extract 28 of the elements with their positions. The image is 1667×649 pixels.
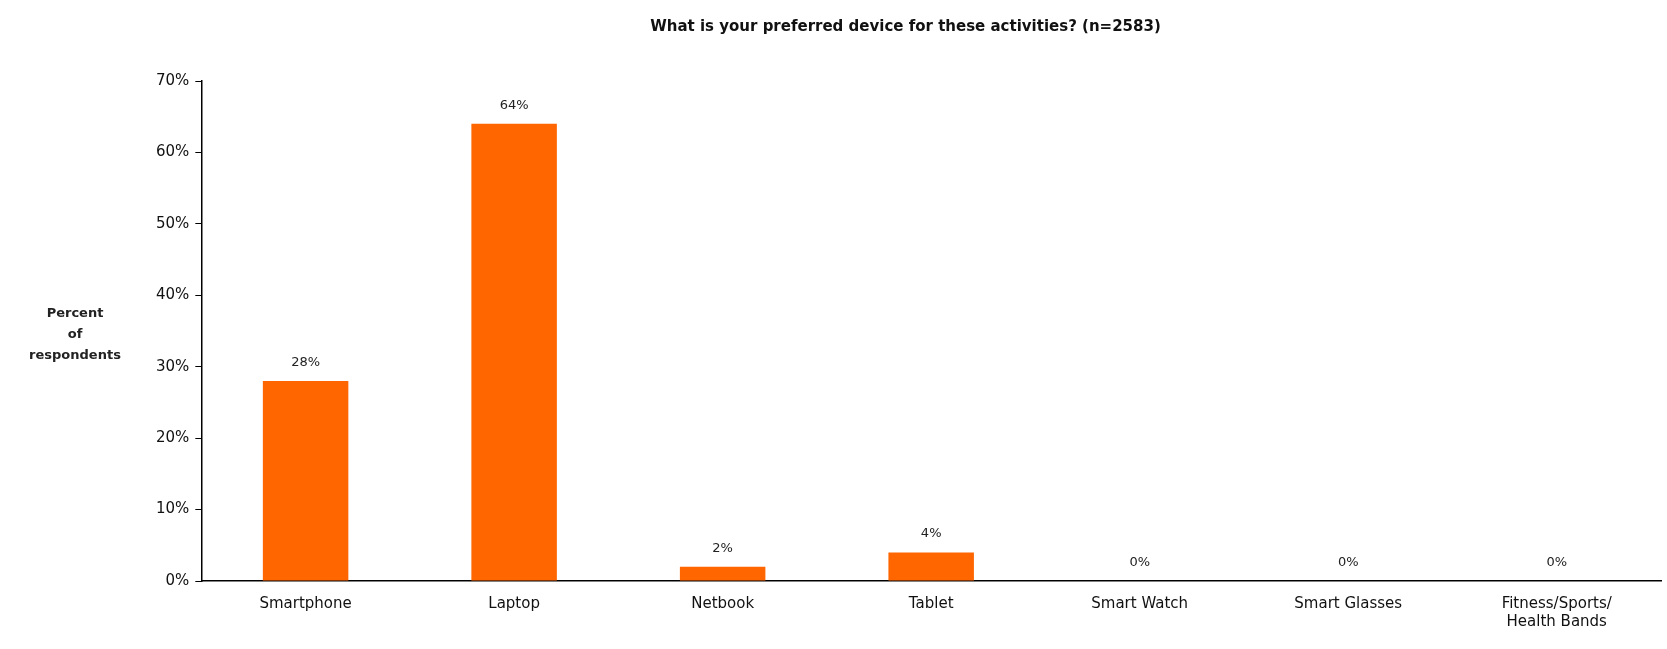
data-label: 0% (1129, 553, 1151, 569)
y-tick-label: 0% (165, 570, 190, 589)
x-tick-label: Smart Watch (1091, 593, 1189, 612)
bar (471, 123, 557, 581)
y-tick-label: 40% (156, 285, 190, 304)
y-tick-label: 10% (156, 499, 190, 518)
data-label: 64% (499, 96, 529, 112)
x-tick-label: Fitness/Sports/Health Bands (1501, 593, 1613, 630)
y-tick-label: 30% (156, 356, 190, 375)
x-tick-label: Netbook (691, 593, 755, 612)
data-label: 28% (291, 353, 321, 369)
x-tick-label: Tablet (907, 593, 954, 612)
data-label: 0% (1337, 553, 1359, 569)
x-tick-label: Smart Glasses (1294, 593, 1403, 612)
data-label: 2% (712, 539, 733, 555)
data-label: 0% (1546, 553, 1568, 569)
data-label: 4% (920, 525, 942, 541)
bar (888, 552, 974, 581)
bar (262, 381, 349, 581)
x-tick-label: Smartphone (259, 593, 352, 612)
y-tick-label: 50% (156, 213, 190, 232)
y-tick-label: 70% (156, 70, 190, 89)
y-tick-label: 20% (156, 428, 190, 447)
chart-title: What is your preferred device for these activities? (n=2583) (650, 16, 1161, 35)
bar (679, 566, 766, 581)
x-tick-label: Laptop (488, 593, 540, 612)
y-tick-label: 60% (156, 142, 190, 161)
y-axis-title: Percent of respondents (28, 304, 122, 364)
